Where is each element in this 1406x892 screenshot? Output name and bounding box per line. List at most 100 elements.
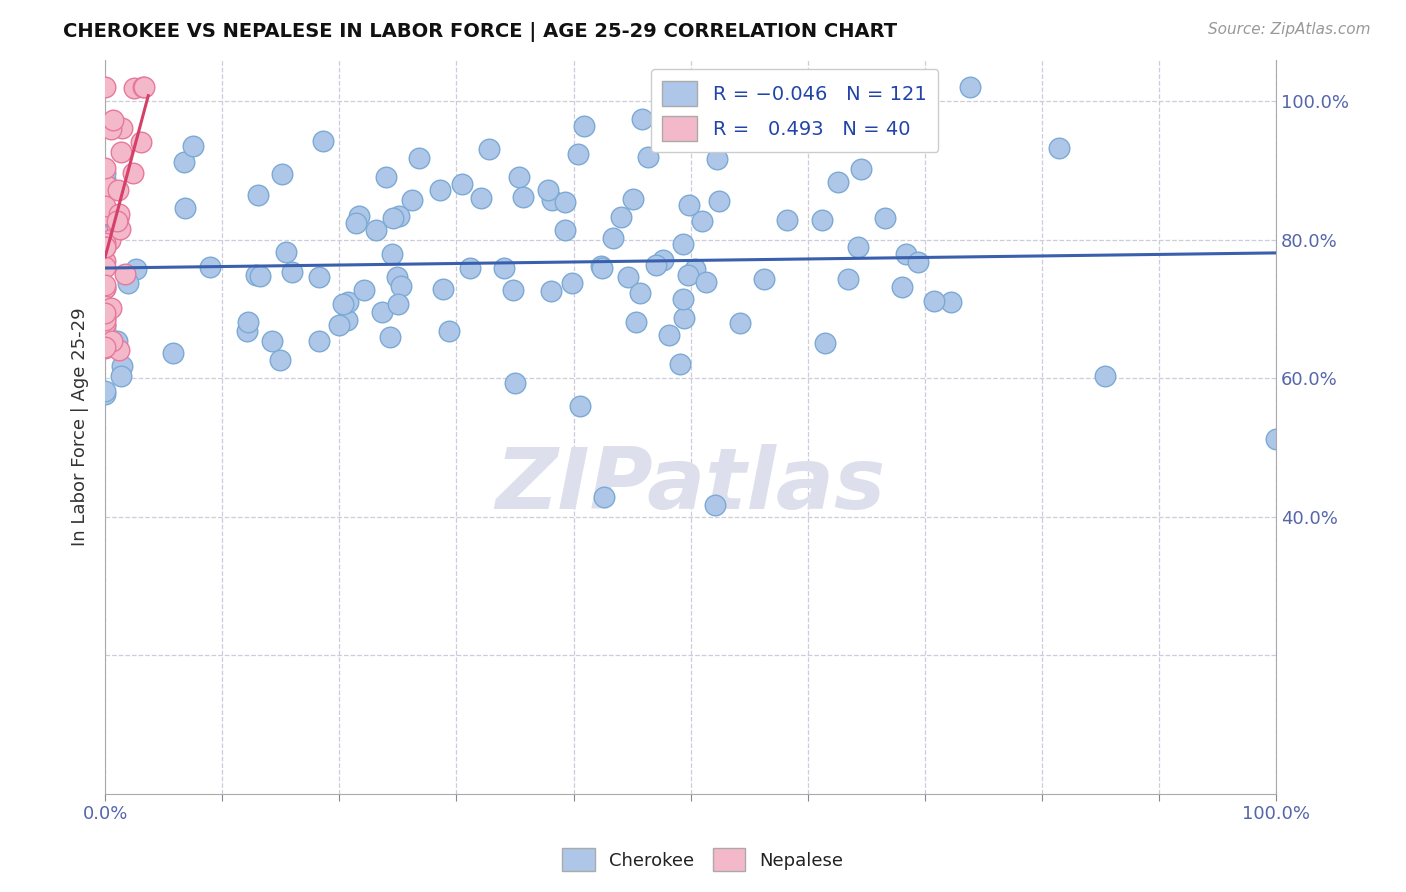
Point xyxy=(94,253,117,268)
Point xyxy=(814,336,837,351)
Point xyxy=(644,258,666,272)
Point xyxy=(94,341,117,355)
Point xyxy=(173,201,195,215)
Point xyxy=(105,334,128,348)
Point xyxy=(381,211,404,226)
Point xyxy=(695,275,717,289)
Point xyxy=(94,206,117,220)
Point xyxy=(505,376,527,391)
Point xyxy=(117,277,139,291)
Point xyxy=(110,121,132,136)
Point xyxy=(939,294,962,309)
Point xyxy=(94,311,117,326)
Point xyxy=(94,236,117,251)
Point xyxy=(651,252,673,267)
Point xyxy=(492,260,515,275)
Text: CHEROKEE VS NEPALESE IN LABOR FORCE | AGE 25-29 CORRELATION CHART: CHEROKEE VS NEPALESE IN LABOR FORCE | AG… xyxy=(63,22,897,42)
Point xyxy=(811,213,834,227)
Point xyxy=(100,121,122,136)
Point xyxy=(388,209,411,223)
Point xyxy=(630,112,652,127)
Point xyxy=(387,269,409,284)
Point xyxy=(959,80,981,95)
Point xyxy=(1047,140,1070,154)
Point xyxy=(875,211,897,225)
Text: Source: ZipAtlas.com: Source: ZipAtlas.com xyxy=(1208,22,1371,37)
Point xyxy=(269,353,291,368)
Point xyxy=(94,182,117,196)
Point xyxy=(94,239,117,253)
Point xyxy=(94,166,117,180)
Point xyxy=(105,214,128,228)
Point xyxy=(846,240,869,254)
Point xyxy=(1265,432,1288,446)
Point xyxy=(94,231,117,245)
Legend: R = −0.046   N = 121, R =   0.493   N = 40: R = −0.046 N = 121, R = 0.493 N = 40 xyxy=(651,70,938,153)
Point xyxy=(134,80,156,95)
Point xyxy=(114,268,136,282)
Point xyxy=(541,193,564,207)
Point xyxy=(508,170,530,185)
Point xyxy=(537,182,560,196)
Point xyxy=(568,399,591,413)
Point xyxy=(621,192,644,206)
Point xyxy=(591,260,613,274)
Point xyxy=(101,334,124,348)
Point xyxy=(281,265,304,279)
Point xyxy=(129,135,152,149)
Text: ZIPatlas: ZIPatlas xyxy=(495,444,886,527)
Point xyxy=(512,190,534,204)
Point xyxy=(371,304,394,318)
Point xyxy=(94,199,117,213)
Point xyxy=(572,119,595,133)
Point xyxy=(894,247,917,261)
Point xyxy=(236,324,259,338)
Point xyxy=(332,297,354,311)
Point xyxy=(602,231,624,245)
Point xyxy=(628,286,651,301)
Point xyxy=(337,294,360,309)
Point xyxy=(344,216,367,230)
Point xyxy=(110,145,132,160)
Point xyxy=(669,357,692,371)
Point xyxy=(658,328,681,343)
Point xyxy=(540,285,562,299)
Point xyxy=(94,240,117,254)
Point xyxy=(353,283,375,297)
Point xyxy=(554,194,576,209)
Point xyxy=(626,315,648,329)
Point xyxy=(125,261,148,276)
Point xyxy=(312,134,335,148)
Point xyxy=(94,161,117,176)
Point xyxy=(94,80,117,95)
Point xyxy=(378,330,401,344)
Point xyxy=(110,359,132,373)
Point xyxy=(907,254,929,268)
Point xyxy=(554,223,576,237)
Point xyxy=(270,167,292,181)
Point xyxy=(328,318,350,332)
Point xyxy=(132,80,155,95)
Point xyxy=(308,334,330,348)
Point xyxy=(561,277,583,291)
Point xyxy=(616,269,638,284)
Point xyxy=(94,299,117,313)
Point xyxy=(591,260,613,275)
Point xyxy=(891,280,914,294)
Point xyxy=(94,312,117,326)
Point xyxy=(105,219,128,234)
Point xyxy=(94,226,117,240)
Point xyxy=(308,269,330,284)
Point xyxy=(347,209,370,223)
Point xyxy=(247,187,270,202)
Point xyxy=(637,150,659,164)
Point xyxy=(672,237,695,252)
Point xyxy=(375,169,398,184)
Point xyxy=(94,281,117,295)
Point xyxy=(122,166,145,180)
Point xyxy=(94,228,117,243)
Point xyxy=(437,324,460,338)
Legend: Cherokee, Nepalese: Cherokee, Nepalese xyxy=(555,841,851,879)
Point xyxy=(94,207,117,221)
Point xyxy=(450,177,472,191)
